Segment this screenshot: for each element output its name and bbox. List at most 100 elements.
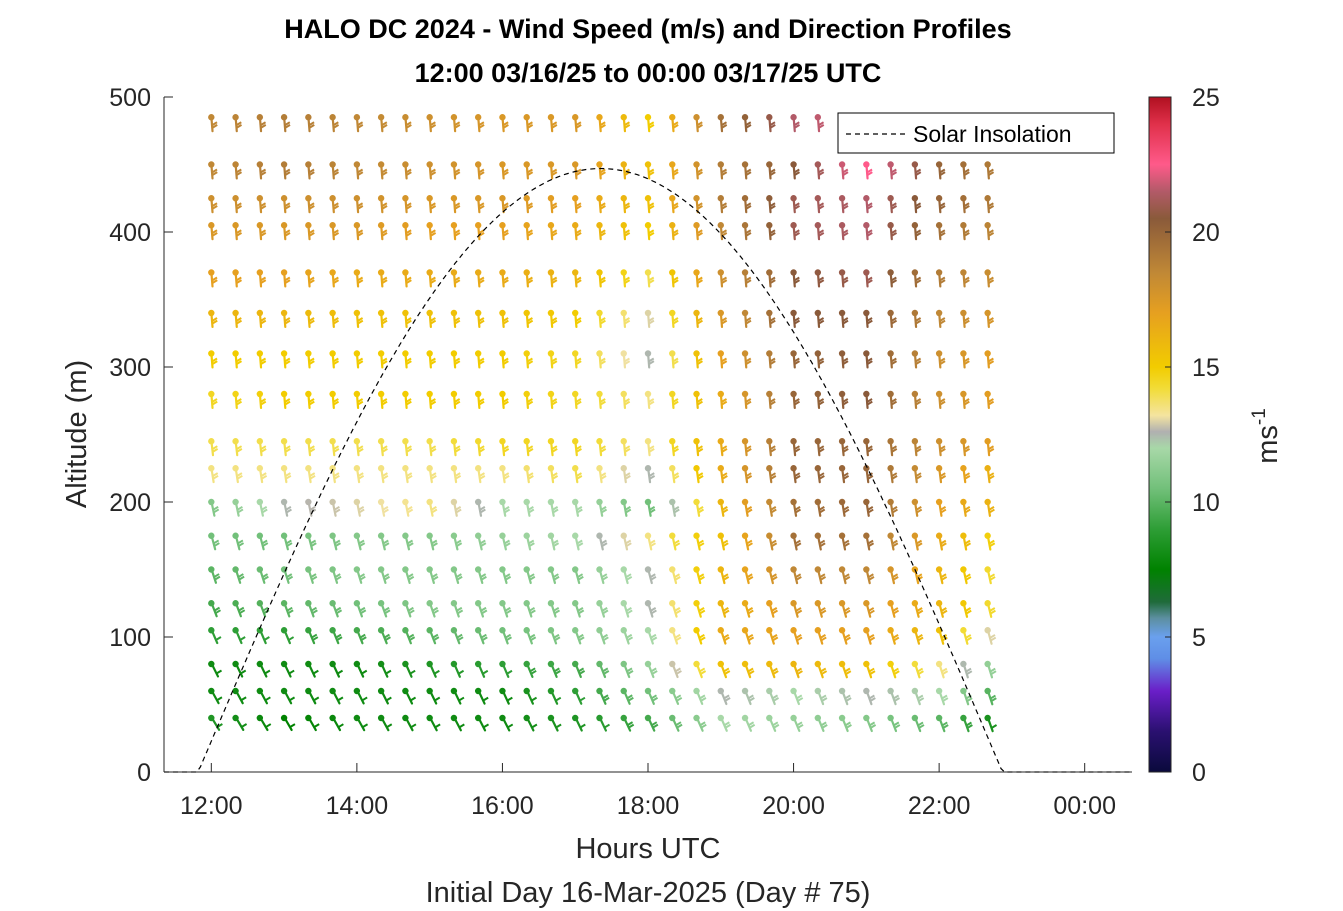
wind-barb: [911, 714, 925, 733]
wind-barb: [596, 566, 609, 585]
wind-barb: [911, 161, 922, 180]
wind-barb: [693, 390, 703, 410]
wind-barb: [402, 195, 412, 214]
wind-barb: [280, 161, 291, 180]
wind-barb: [426, 687, 441, 705]
wind-barb: [329, 660, 344, 678]
wind-barb: [693, 660, 707, 679]
wind-barb: [814, 309, 825, 329]
wind-barb: [450, 390, 461, 410]
wind-barb: [596, 687, 610, 705]
wind-barb: [280, 660, 295, 678]
wind-barb: [790, 195, 801, 214]
wind-barb: [474, 269, 485, 288]
wind-barb: [620, 269, 631, 288]
wind-barb: [572, 390, 582, 410]
wind-barb: [693, 498, 705, 517]
wind-barb: [863, 161, 873, 180]
wind-barb: [790, 438, 801, 457]
wind-barb: [208, 350, 218, 369]
wind-barb: [280, 714, 296, 732]
wind-barb: [208, 114, 218, 133]
wind-barb: [596, 532, 608, 551]
wind-barb: [426, 269, 437, 288]
wind-barb: [377, 269, 388, 288]
wind-barb: [523, 350, 534, 369]
wind-barb: [741, 465, 753, 484]
wind-barb: [887, 600, 900, 618]
wind-barb: [596, 161, 606, 180]
wind-barb: [280, 687, 296, 705]
wind-barb: [377, 438, 388, 457]
wind-barb: [960, 498, 971, 517]
wind-barb: [402, 532, 414, 551]
wind-barb: [620, 350, 631, 369]
wind-barb: [572, 687, 586, 705]
wind-barb: [620, 309, 631, 329]
plot-area: 12:00 14:00 16:00 18:00 20:00 22:00 00:00 0 100 2…: [109, 84, 1132, 820]
wind-barb: [232, 627, 246, 645]
wind-barb: [596, 438, 607, 457]
wind-barb: [353, 438, 364, 457]
wind-barb: [644, 498, 656, 517]
wind-barb: [669, 600, 682, 618]
wind-barb: [377, 114, 388, 133]
wind-barb: [208, 660, 223, 678]
wind-barb: [305, 222, 315, 241]
wind-barb: [960, 627, 972, 645]
wind-barb: [450, 309, 461, 329]
wind-barb: [935, 660, 949, 679]
wind-barb: [790, 309, 801, 329]
wind-barb: [353, 195, 364, 214]
wind-barb: [984, 161, 995, 180]
wind-barb: [838, 627, 851, 645]
wind-barb: [620, 532, 632, 551]
wind-barb: [790, 498, 801, 517]
wind-barb: [305, 195, 315, 214]
wind-barb: [547, 714, 562, 732]
wind-barb: [450, 269, 461, 288]
wind-barb: [377, 161, 388, 180]
wind-barb: [911, 438, 922, 457]
wind-barb: [280, 114, 291, 133]
wind-barb: [450, 114, 461, 133]
wind-barb: [887, 660, 900, 679]
wind-barb: [353, 627, 367, 645]
wind-barb: [669, 687, 683, 705]
wind-barb: [717, 532, 729, 551]
wind-barb: [547, 390, 558, 410]
x-tick-label: 20:00: [762, 792, 825, 820]
wind-barb: [402, 222, 412, 241]
wind-barb: [208, 161, 218, 180]
wind-barb: [717, 566, 730, 585]
wind-barb: [863, 390, 873, 410]
wind-barb: [523, 627, 537, 645]
wind-barb: [329, 627, 343, 645]
wind-barb: [887, 714, 901, 733]
wind-barb: [208, 222, 218, 241]
wind-barb: [911, 350, 922, 369]
y-tick-label: 100: [109, 624, 151, 652]
wind-barb: [232, 438, 243, 457]
wind-barb: [305, 532, 317, 551]
wind-barb: [305, 350, 315, 369]
wind-barb: [377, 600, 391, 618]
wind-barb: [256, 498, 268, 517]
wind-barb: [717, 660, 731, 679]
wind-barb: [547, 532, 560, 551]
wind-barb: [523, 269, 534, 288]
x-tick-label: 14:00: [326, 792, 389, 820]
wind-barb: [450, 532, 463, 551]
wind-barb: [620, 566, 633, 585]
wind-barb: [450, 498, 462, 517]
wind-barb: [523, 161, 534, 180]
wind-barb: [669, 532, 681, 551]
wind-barb: [426, 465, 437, 484]
wind-barb: [329, 600, 343, 618]
wind-barb: [474, 350, 485, 369]
wind-barb: [814, 660, 828, 679]
wind-barb: [911, 566, 923, 585]
wind-barb: [984, 195, 995, 214]
wind-barb: [814, 498, 826, 517]
wind-barb: [741, 566, 754, 585]
